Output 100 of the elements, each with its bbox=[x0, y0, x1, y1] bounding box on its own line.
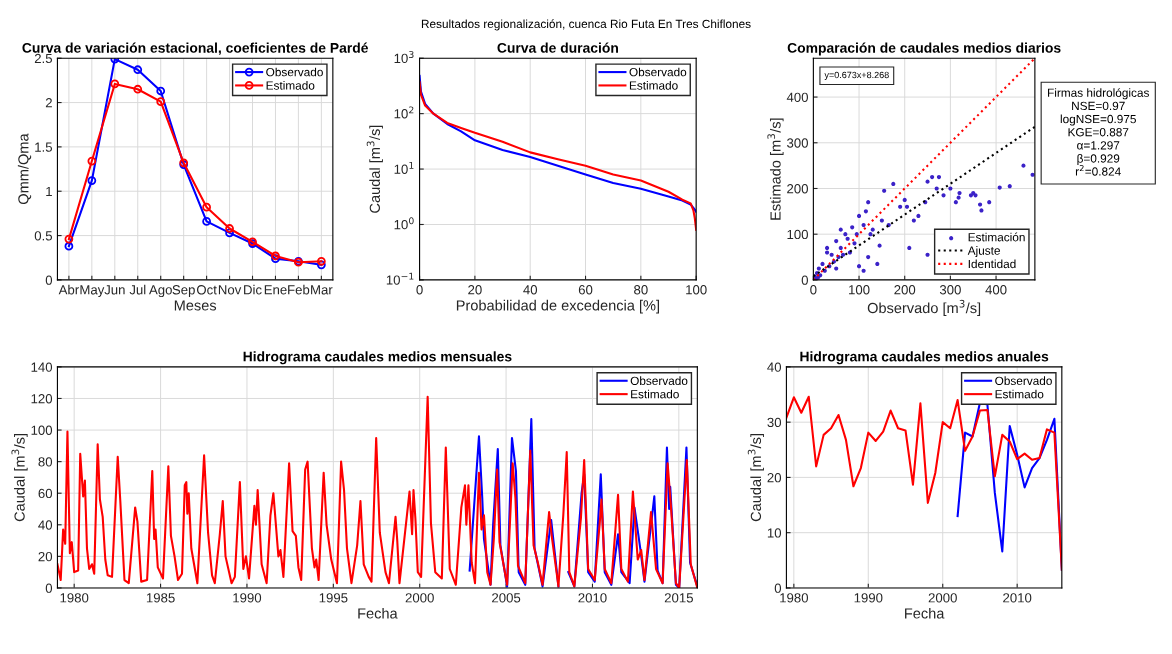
point bbox=[110, 79, 120, 89]
y-tick-label: 120 bbox=[31, 394, 53, 404]
y-axis-title: Caudal [m$^{3}$/s] bbox=[11, 434, 28, 522]
x-axis-title: Observado [m$^{3}$/s] bbox=[867, 299, 981, 317]
legend-label: Observado bbox=[266, 67, 323, 77]
annotation: y=0.673x+8.268 bbox=[824, 71, 889, 80]
x-axis-title: Fecha bbox=[358, 607, 398, 619]
x-tick-label: 2010 bbox=[1003, 593, 1032, 603]
legend-label: Observado bbox=[629, 67, 687, 77]
x-tick-label: 40 bbox=[523, 285, 538, 295]
legend-label: Estimación bbox=[968, 232, 1025, 242]
y-tick-label: 20 bbox=[38, 551, 53, 562]
point bbox=[64, 234, 74, 244]
point bbox=[64, 241, 74, 251]
x-tick-label: Nov bbox=[218, 285, 242, 295]
y-tick-label: 140 bbox=[31, 362, 53, 372]
x-tick-label: 2000 bbox=[928, 593, 957, 603]
x-tick-label: Feb bbox=[288, 284, 310, 295]
x-tick-label: 2000 bbox=[405, 593, 434, 603]
y-tick-label: 200 bbox=[787, 184, 808, 194]
chart-title: Curva de variación estacional, coeficientes de Pardé bbox=[22, 42, 368, 55]
legend-label: Ajuste bbox=[967, 246, 1000, 258]
x-tick-label: Dic bbox=[244, 284, 262, 295]
point bbox=[225, 228, 234, 238]
x-tick-label: 1990 bbox=[233, 593, 262, 603]
point bbox=[225, 224, 234, 233]
x-tick-label: 2010 bbox=[578, 593, 607, 603]
text: r$^{2}$=0.824 bbox=[1075, 164, 1121, 176]
y-tick-label: 300 bbox=[787, 138, 808, 148]
x-tick-label: Ago bbox=[149, 285, 172, 298]
x-tick-label: 0 bbox=[416, 285, 423, 295]
y-tick-label: 10$^{2}$ bbox=[394, 106, 414, 119]
y-tick-label: 0 bbox=[801, 275, 808, 285]
x-tick-label: 1995 bbox=[319, 593, 348, 603]
y-axis-title: Caudal [m$^{3}$/s] bbox=[747, 434, 764, 522]
y-tick-label: 0 bbox=[45, 583, 53, 593]
y-tick-label: 400 bbox=[786, 92, 808, 102]
x-tick-label: 2015 bbox=[664, 593, 693, 603]
x-tick-label: 20 bbox=[468, 285, 482, 295]
x-tick-label: 0 bbox=[810, 285, 817, 295]
y-tick-label: 20 bbox=[767, 472, 782, 483]
y-tick-label: 60 bbox=[38, 488, 53, 499]
x-tick-label: Oct bbox=[196, 285, 217, 295]
x-tick-label: 300 bbox=[939, 285, 961, 295]
x-tick-label: 1990 bbox=[854, 593, 883, 603]
x-tick-label: 60 bbox=[578, 285, 593, 295]
x-tick-label: Mar bbox=[311, 285, 333, 295]
x-axis-title: Fecha bbox=[905, 607, 945, 619]
x-tick-label: 80 bbox=[634, 285, 648, 295]
x-tick-label: 100 bbox=[686, 285, 707, 295]
y-tick-label: 10$^{−1}$ bbox=[386, 272, 414, 285]
x-tick-label: May bbox=[80, 285, 105, 298]
point bbox=[202, 202, 211, 212]
y-tick-label: 0 bbox=[45, 275, 53, 285]
y-tick-label: 10$^{0}$ bbox=[394, 217, 414, 230]
x-tick-label: 400 bbox=[985, 285, 1007, 295]
legend-label: Observado bbox=[995, 376, 1052, 386]
x-tick-label: Sep bbox=[172, 285, 195, 298]
x-tick-label: 1985 bbox=[146, 593, 175, 603]
y-tick-label: 40 bbox=[38, 520, 53, 530]
text: Resultados regionalización, cuenca Rio Futa En Tres Chiflones bbox=[421, 19, 751, 31]
y-tick-label: 1 bbox=[46, 186, 52, 197]
legend-label: Estimado bbox=[266, 81, 315, 90]
y-tick-label: 0.5 bbox=[34, 231, 53, 241]
y-tick-label: 2 bbox=[45, 98, 52, 108]
x-tick-label: 2005 bbox=[492, 593, 521, 603]
x-tick-label: Jun bbox=[104, 285, 125, 295]
y-axis-title: Estimado [m$^{3}$/s] bbox=[767, 118, 784, 220]
point bbox=[316, 260, 326, 270]
legend-label: Identidad bbox=[968, 259, 1016, 269]
y-tick-label: 80 bbox=[38, 457, 53, 467]
y-axis-title: Caudal [m$^{3}$/s] bbox=[366, 125, 383, 213]
point bbox=[202, 217, 211, 226]
x-tick-label: Jul bbox=[129, 284, 146, 295]
text: β=0.929 bbox=[1077, 153, 1120, 165]
legend-label: Estimado bbox=[995, 389, 1044, 399]
text: Firmas hidrológicas bbox=[1048, 88, 1149, 100]
point bbox=[133, 65, 143, 75]
line-series bbox=[419, 81, 697, 231]
y-tick-label: 10 bbox=[767, 528, 782, 538]
y-tick-label: 30 bbox=[767, 417, 782, 428]
legend-label: Estimado bbox=[631, 389, 679, 399]
x-tick-label: Ene bbox=[264, 285, 287, 295]
point bbox=[156, 97, 166, 107]
text: α=1.297 bbox=[1077, 141, 1120, 150]
point bbox=[316, 256, 326, 266]
text: logNSE=0.975 bbox=[1060, 114, 1136, 126]
text: NSE=0.97 bbox=[1072, 101, 1125, 111]
legend-label: Observado bbox=[630, 376, 688, 386]
point bbox=[156, 86, 166, 96]
y-tick-label: 40 bbox=[767, 362, 782, 372]
x-tick-label: 1980 bbox=[780, 593, 809, 603]
chart-title: Comparación de caudales medios diarios bbox=[787, 42, 1061, 56]
x-tick-label: 200 bbox=[894, 285, 916, 295]
y-tick-label: 10$^{3}$ bbox=[394, 50, 414, 64]
y-tick-label: 0 bbox=[774, 583, 782, 593]
y-tick-label: 10$^{1}$ bbox=[394, 161, 414, 174]
y-tick-label: 100 bbox=[31, 425, 53, 435]
x-tick-label: Abr bbox=[58, 284, 79, 295]
x-axis-title: Meses bbox=[174, 300, 217, 311]
